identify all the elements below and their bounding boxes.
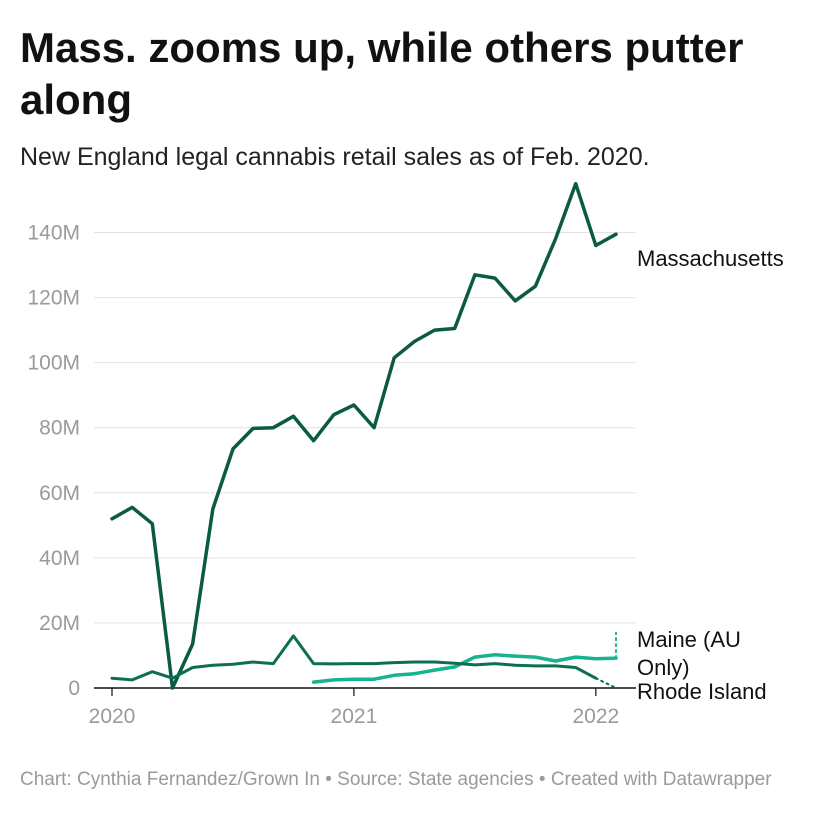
x-axis: 2020 2021 2022 — [89, 688, 619, 728]
gridlines — [94, 232, 636, 689]
y-tick-label: 80M — [39, 417, 80, 440]
chart-svg: 0 20M 40M 60M 80M 100M 120M 140M 2020 2021 2022 M… — [27, 181, 784, 728]
y-tick-label: 140M — [27, 222, 80, 245]
series-line-rhode-island — [110, 634, 598, 682]
series-label-massachusetts: Massachusetts — [637, 246, 784, 271]
footer-separator: • — [325, 769, 332, 790]
footer-separator: • — [538, 769, 546, 790]
y-tick-label: 0 — [68, 677, 80, 700]
series-line-massachusetts — [110, 181, 618, 690]
x-tick-label: 2022 — [572, 705, 619, 728]
source-note: Source: State agencies — [337, 769, 534, 790]
series-lines — [110, 181, 618, 690]
x-tick-label: 2020 — [89, 705, 136, 728]
y-tick-label: 120M — [27, 287, 80, 310]
chart-subtitle: New England legal cannabis retail sales … — [20, 143, 650, 171]
y-tick-label: 40M — [39, 547, 80, 570]
series-labels: Massachusetts Maine (AU Only)Rhode Island — [637, 246, 784, 704]
created-with-note: Created with Datawrapper — [550, 769, 772, 790]
series-label-maine-au-only: Maine (AU Only) — [637, 627, 741, 680]
series-dotted-extension-rhode-island — [594, 677, 617, 689]
series-label-line: Massachusetts — [637, 246, 784, 271]
series-label-line: Rhode Island — [637, 679, 767, 704]
series-label-line: Maine (AU — [637, 627, 741, 652]
series-label-line: Only) — [637, 655, 690, 680]
y-axis: 0 20M 40M 60M 80M 100M 120M 140M — [27, 222, 80, 700]
y-tick-label: 20M — [39, 612, 80, 635]
chart-footer: Chart: Cynthia Fernandez/Grown In • Sour… — [20, 766, 810, 794]
series-label-rhode-island: Rhode Island — [637, 679, 767, 704]
series-line-maine-au-only — [311, 653, 618, 684]
y-tick-label: 60M — [39, 482, 80, 505]
line-chart: 0 20M 40M 60M 80M 100M 120M 140M 2020 2021 2022 M… — [0, 180, 840, 740]
x-tick-label: 2021 — [331, 705, 378, 728]
chart-credit: Chart: Cynthia Fernandez/Grown In — [20, 769, 320, 790]
y-tick-label: 100M — [27, 352, 80, 375]
chart-title: Mass. zooms up, while others putter alon… — [20, 24, 744, 123]
